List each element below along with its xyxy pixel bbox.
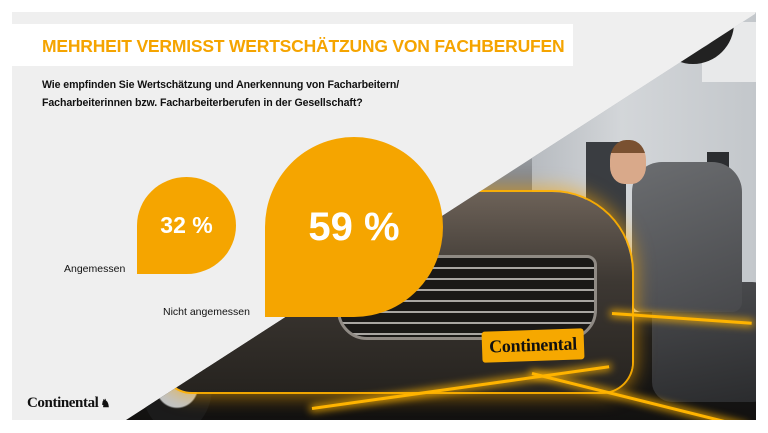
- horse-icon: ♞: [100, 398, 110, 410]
- value-nicht-angemessen: 59 %: [308, 204, 400, 249]
- survey-question-line2: Facharbeiterinnen bzw. Facharbeiterberuf…: [42, 97, 363, 109]
- label-angemessen: Angemessen: [64, 263, 126, 275]
- bubble-nicht-angemessen: 59 %: [265, 137, 443, 317]
- continental-logo: Continental ♞: [27, 395, 110, 412]
- mechanic-head: [610, 140, 646, 184]
- label-nicht-angemessen: Nicht angemessen: [163, 306, 250, 318]
- survey-question: Wie empfinden Sie Wertschätzung und Aner…: [42, 76, 399, 112]
- mechanic-torso: [632, 162, 742, 312]
- value-angemessen: 32 %: [160, 212, 213, 238]
- bubble-angemessen: 32 %: [137, 177, 236, 274]
- title-box: MEHRHEIT VERMISST WERTSCHÄTZUNG VON FACH…: [12, 24, 573, 66]
- survey-question-line1: Wie empfinden Sie Wertschätzung und Aner…: [42, 79, 400, 91]
- logo-wordmark: Continental: [27, 395, 99, 411]
- license-plate: Continental: [481, 328, 585, 363]
- page-title: MEHRHEIT VERMISST WERTSCHÄTZUNG VON FACH…: [42, 36, 565, 56]
